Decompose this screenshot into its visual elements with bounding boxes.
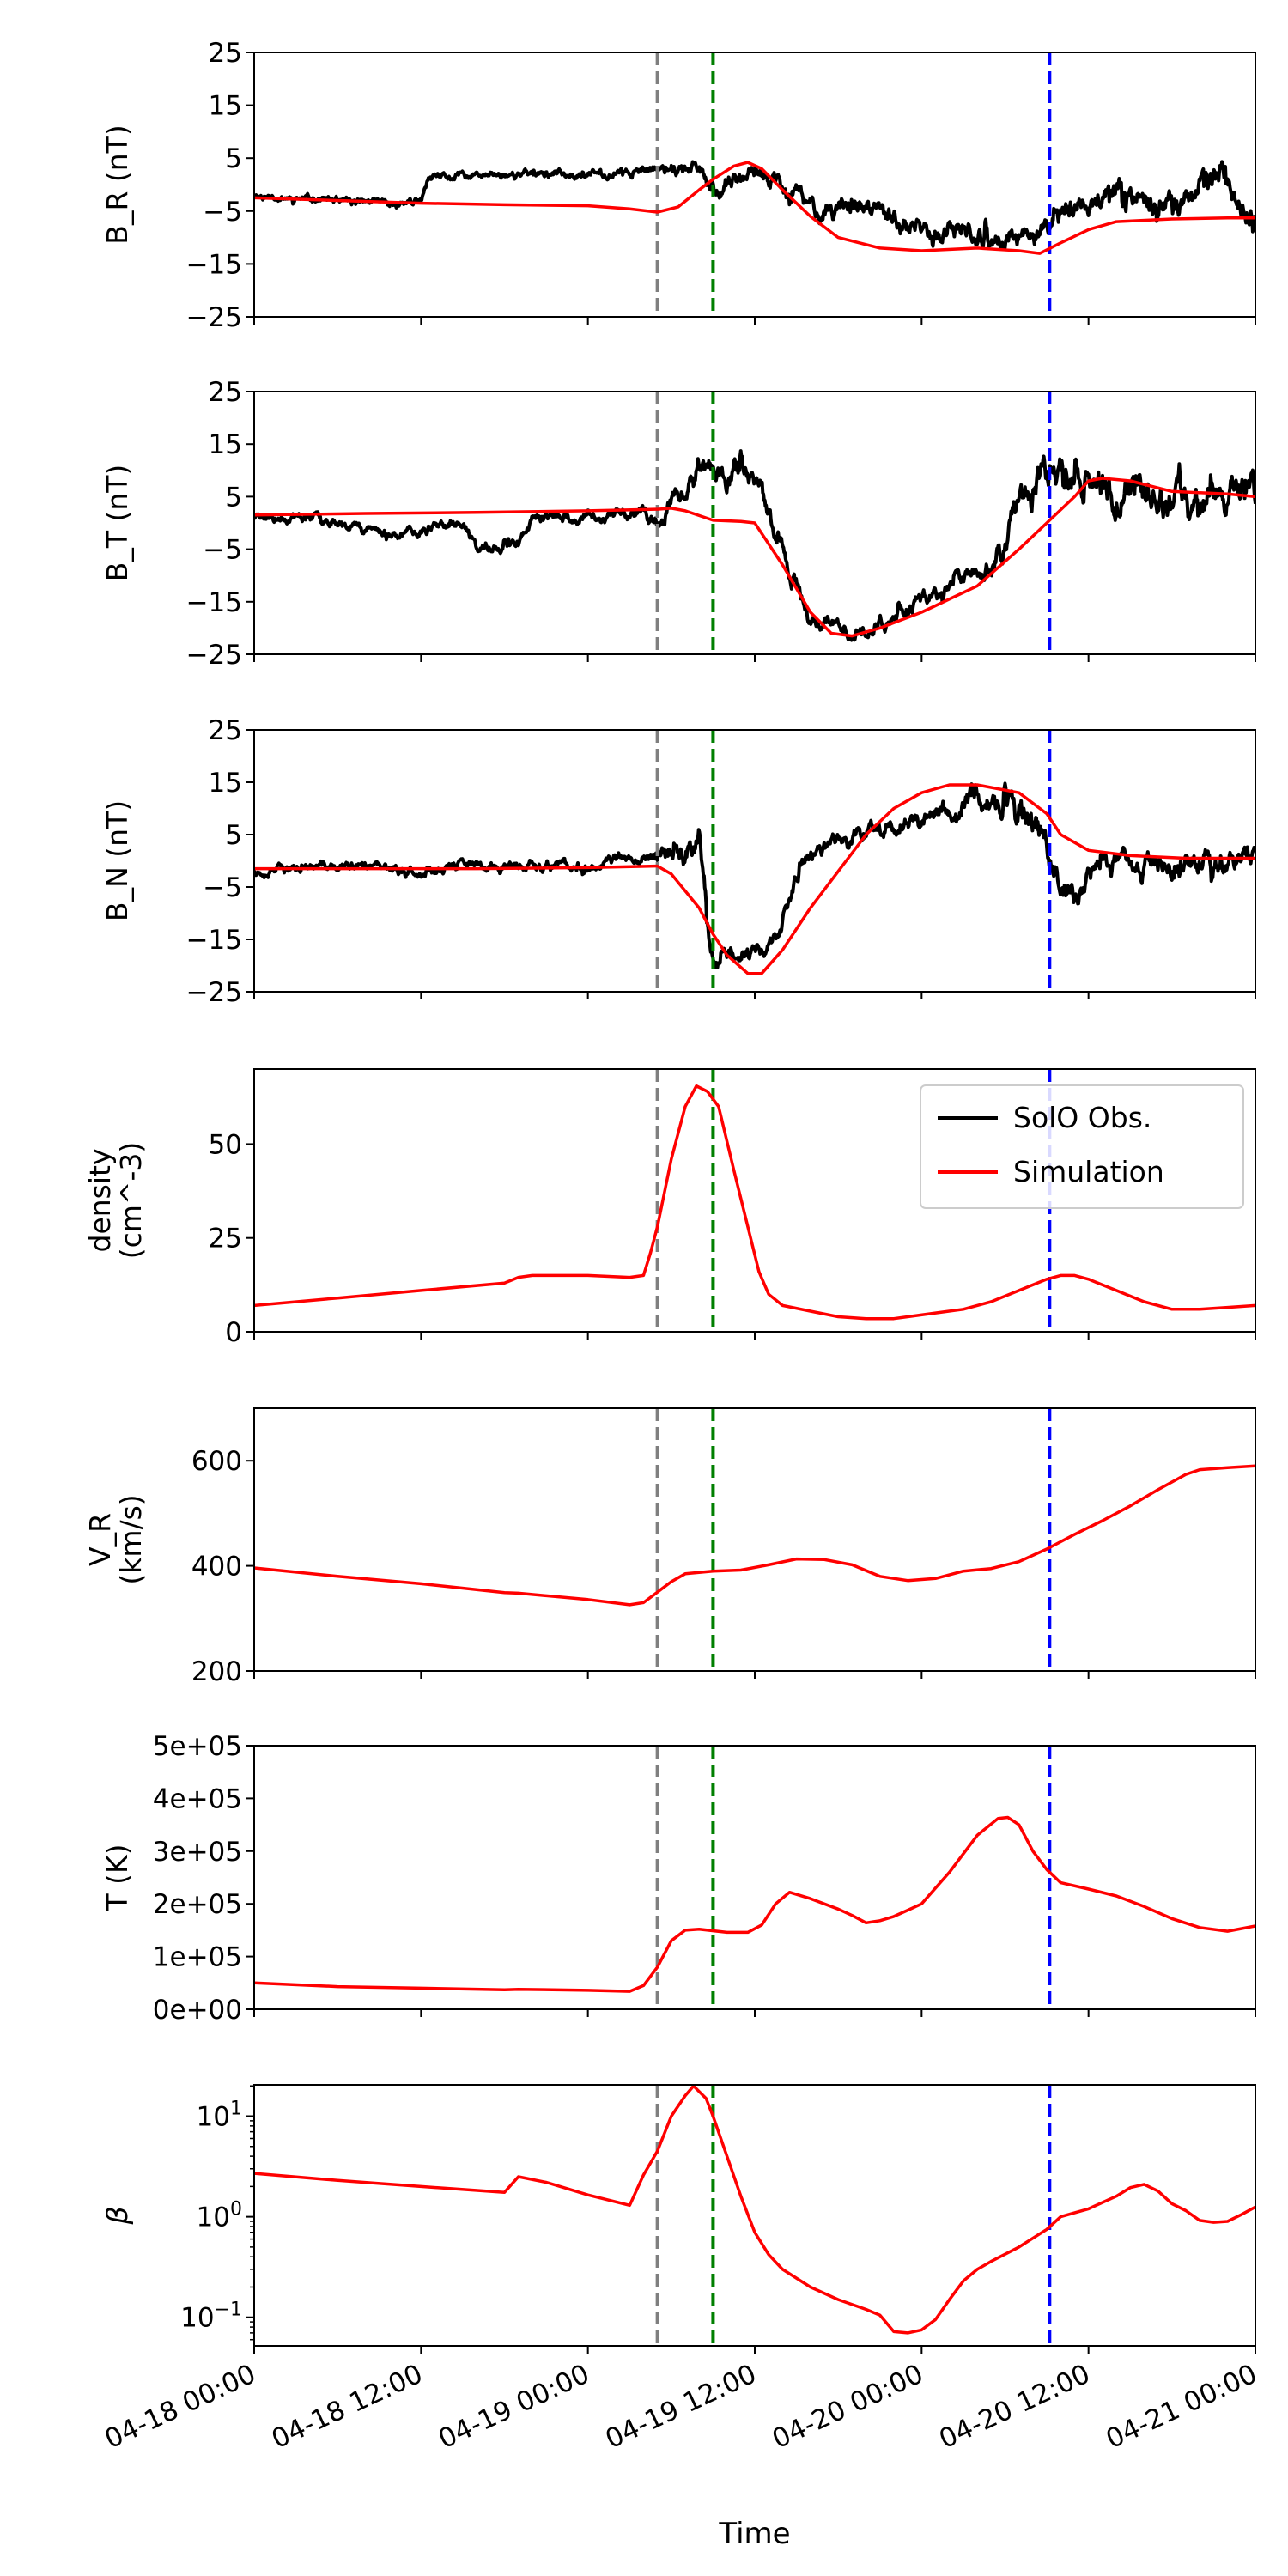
plot-area <box>254 1408 1255 1671</box>
y-axis-label: T (K) <box>100 1844 134 1911</box>
y-tick-label: 15 <box>209 768 242 799</box>
simulation-line <box>254 1084 1255 1321</box>
y-tick-label: 3e+05 <box>153 1837 242 1868</box>
simulation-line <box>254 783 1255 975</box>
x-tick-label: 04-21 00:00 <box>1102 2359 1262 2456</box>
y-tick-label: −5 <box>203 535 242 566</box>
panel-frame <box>253 2084 1256 2347</box>
panel-BN: 25 15 5 −5 −15 −25 B_N (nT) <box>100 715 1256 1008</box>
panel-frame <box>253 1745 1256 2010</box>
y-tick-label: −25 <box>186 640 242 671</box>
x-tick-label: 04-18 00:00 <box>100 2359 261 2456</box>
x-tick-label: 04-19 12:00 <box>601 2359 762 2456</box>
y-tick-label: −25 <box>186 302 242 333</box>
y-tick-label: 10−1 <box>180 2300 242 2334</box>
y-tick-label: 2e+05 <box>153 1889 242 1920</box>
legend-label: Simulation <box>1013 1155 1164 1188</box>
y-tick-label: −15 <box>186 925 242 956</box>
y-tick-label: 5 <box>225 820 242 851</box>
y-tick-label: 5e+05 <box>153 1731 242 1762</box>
y-tick-label: −15 <box>186 587 242 618</box>
y-tick-label: 200 <box>191 1656 242 1687</box>
x-tick-label: 04-18 12:00 <box>267 2359 428 2456</box>
observation-line <box>254 449 1255 642</box>
y-tick-label: 50 <box>209 1129 242 1160</box>
y-tick-label: 15 <box>209 91 242 122</box>
y-axis-label-line: B_N (nT) <box>100 800 134 921</box>
panel-density: 0 25 50 density(cm^-3) SolO Obs. Simulation <box>83 1068 1256 1348</box>
y-axis-label: B_R (nT) <box>100 125 134 244</box>
x-tick-label: 04-19 00:00 <box>434 2359 594 2456</box>
legend: SolO Obs. Simulation <box>920 1084 1244 1209</box>
plot-area <box>254 2085 1255 2346</box>
x-axis-label: Time <box>718 2517 790 2551</box>
x-tick-label: 04-20 00:00 <box>768 2359 928 2456</box>
y-axis-label-line: B_T (nT) <box>100 465 134 582</box>
y-tick-exponent: 1 <box>230 2099 242 2120</box>
y-tick-label: 25 <box>209 377 242 408</box>
simulation-line <box>254 1464 1255 1607</box>
simulation-line <box>254 477 1255 638</box>
y-axis-label-line: T (K) <box>100 1844 134 1911</box>
y-tick-label: 0e+00 <box>153 1995 242 2026</box>
observation-line <box>254 781 1255 969</box>
simulation-line <box>254 1815 1255 1993</box>
panel-BR: 25 15 5 −5 −15 −25 B_R (nT) <box>100 38 1256 333</box>
y-tick-label: −5 <box>203 197 242 228</box>
y-axis-label: B_N (nT) <box>100 800 134 921</box>
y-tick-label: 600 <box>191 1446 242 1477</box>
y-tick-label: 25 <box>209 38 242 69</box>
plot-area <box>254 1746 1255 2009</box>
x-tick-label: 04-20 12:00 <box>934 2359 1095 2456</box>
y-tick-label: 5 <box>225 143 242 174</box>
y-tick-label: 1e+05 <box>153 1942 242 1973</box>
y-tick-label: 400 <box>191 1552 242 1583</box>
observation-line <box>254 160 1255 251</box>
legend-box <box>920 1084 1244 1209</box>
y-tick-label: 25 <box>209 715 242 746</box>
legend-label: SolO Obs. <box>1013 1101 1151 1134</box>
y-axis-label-line: (cm^-3) <box>114 1142 148 1260</box>
y-tick-label: −15 <box>186 249 242 280</box>
panel-BT: 25 15 5 −5 −15 −25 B_T (nT) <box>100 377 1256 671</box>
y-axis-label-line: density <box>83 1149 117 1253</box>
panel-VR: 200 400 600 V_R(km/s) <box>83 1407 1256 1687</box>
plot-area <box>254 730 1255 992</box>
y-axis-label-line: β <box>100 2206 134 2225</box>
y-axis-label: B_T (nT) <box>100 465 134 582</box>
panel-T: 0e+00 1e+05 2e+05 3e+05 4e+05 5e+05 T (K) <box>100 1731 1256 2026</box>
plot-area <box>254 392 1255 654</box>
y-axis-label-line: B_R (nT) <box>100 125 134 244</box>
y-tick-label: 5 <box>225 482 242 513</box>
y-tick-label: 0 <box>225 1317 242 1348</box>
y-tick-label: 100 <box>197 2199 242 2233</box>
y-axis-label: β <box>100 2206 134 2225</box>
y-tick-label: 4e+05 <box>153 1783 242 1814</box>
y-tick-label: 25 <box>209 1224 242 1255</box>
y-axis-label: V_R(km/s) <box>83 1494 148 1584</box>
y-tick-exponent: 0 <box>230 2199 242 2221</box>
simulation-line <box>254 161 1255 255</box>
panel-frame <box>253 52 1256 318</box>
y-axis-label-line: V_R <box>83 1513 117 1566</box>
y-tick-label: 15 <box>209 429 242 460</box>
y-tick-label: 101 <box>197 2099 242 2133</box>
y-tick-label: −25 <box>186 977 242 1008</box>
y-axis-label-line: (km/s) <box>114 1494 148 1584</box>
y-tick-label: −5 <box>203 872 242 903</box>
panel-frame <box>253 1407 1256 1672</box>
y-tick-exponent: −1 <box>215 2300 242 2321</box>
simulation-line <box>254 2085 1255 2335</box>
plot-area <box>254 52 1255 317</box>
y-axis-label: density(cm^-3) <box>83 1142 148 1260</box>
